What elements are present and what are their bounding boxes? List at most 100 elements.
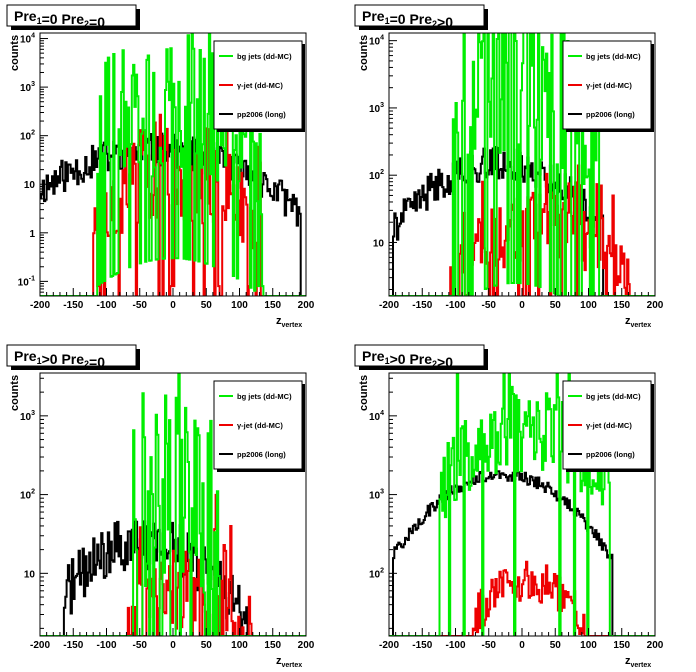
legend-label: bg jets (dd-MC) <box>586 392 641 401</box>
x-tick-label: -150 <box>63 640 83 651</box>
title-subscript: 1 <box>37 356 42 366</box>
x-tick-label: -150 <box>412 640 432 651</box>
title-subscript: 2 <box>432 359 437 369</box>
title-segment: >0 <box>437 354 453 370</box>
y-axis-label: counts <box>358 35 370 71</box>
x-tick-label: 200 <box>647 300 664 311</box>
panel-title: Pre1>0 Pre2>0 <box>354 344 488 370</box>
legend-label: pp2006 (long) <box>237 110 286 119</box>
title-segment: =0 <box>89 14 105 30</box>
x-tick-label: -100 <box>96 300 116 311</box>
y-tick-label: 104 <box>20 33 35 46</box>
x-axis-label: zvertex <box>276 315 302 329</box>
y-tick-label: 102 <box>369 169 384 182</box>
legend: bg jets (dd-MC) γ-jet (dd-MC) pp2006 (long… <box>562 380 654 472</box>
title-text: Pre1>0 Pre2=0 <box>14 348 105 370</box>
series--jet-dd-mc- <box>389 164 655 296</box>
y-axis-label: counts <box>9 35 21 71</box>
legend-label: pp2006 (long) <box>586 110 635 119</box>
panel-title: Pre1=0 Pre2>0 <box>354 4 488 30</box>
legend-label: pp2006 (long) <box>586 450 635 459</box>
x-tick-label: 50 <box>550 300 562 311</box>
title-text: Pre1=0 Pre2>0 <box>362 8 453 30</box>
y-axis-label: counts <box>358 375 370 411</box>
y-tick-label: 10-1 <box>18 275 35 288</box>
y-tick-label: 103 <box>369 102 384 115</box>
legend-label: γ-jet (dd-MC) <box>237 81 283 90</box>
legend-label: bg jets (dd-MC) <box>237 392 292 401</box>
x-axis-label: zvertex <box>625 315 651 329</box>
x-tick-label: 0 <box>170 300 176 311</box>
series-bg-jets-dd-mc- <box>389 373 655 636</box>
title-segment: Pre <box>362 8 385 24</box>
x-tick-label: 0 <box>519 640 525 651</box>
x-tick-label: -50 <box>133 640 148 651</box>
legend-label: bg jets (dd-MC) <box>237 52 292 61</box>
title-segment: >0 Pre <box>42 351 85 367</box>
title-subscript: 1 <box>385 356 390 366</box>
y-tick-label: 103 <box>369 489 384 502</box>
legend-label: bg jets (dd-MC) <box>586 52 641 61</box>
x-tick-label: 200 <box>298 300 315 311</box>
x-tick-label: 0 <box>170 640 176 651</box>
title-box <box>354 4 485 27</box>
title-subscript: 1 <box>385 16 390 26</box>
title-text: Pre1=0 Pre2=0 <box>14 8 105 30</box>
x-tick-label: 100 <box>580 640 597 651</box>
title-box <box>6 344 137 367</box>
series-bg-jets-dd-mc- <box>40 373 306 636</box>
title-subscript: 2 <box>84 19 89 29</box>
panel-title: Pre1>0 Pre2=0 <box>6 344 140 370</box>
x-tick-label: -200 <box>379 640 399 651</box>
y-tick-label: 10 <box>24 569 36 580</box>
legend: bg jets (dd-MC) γ-jet (dd-MC) pp2006 (long… <box>213 380 305 472</box>
x-tick-label: 100 <box>580 300 597 311</box>
x-tick-label: -100 <box>445 640 465 651</box>
y-tick-label: 10 <box>373 238 385 249</box>
x-tick-label: -150 <box>63 300 83 311</box>
legend-label: γ-jet (dd-MC) <box>586 81 632 90</box>
x-tick-label: 50 <box>550 640 562 651</box>
x-tick-label: -200 <box>30 300 50 311</box>
legend: bg jets (dd-MC) γ-jet (dd-MC) pp2006 (long… <box>562 40 654 132</box>
x-tick-label: 150 <box>613 300 630 311</box>
y-tick-label: 103 <box>20 410 35 423</box>
x-tick-label: 0 <box>519 300 525 311</box>
x-axis-label: zvertex <box>276 655 302 669</box>
title-segment: >0 Pre <box>390 351 433 367</box>
title-box <box>6 4 137 27</box>
legend-label: γ-jet (dd-MC) <box>237 421 283 430</box>
legend-label: pp2006 (long) <box>237 450 286 459</box>
x-tick-label: 100 <box>231 300 248 311</box>
y-tick-label: 10 <box>24 180 36 191</box>
x-tick-label: -100 <box>445 300 465 311</box>
x-axis-label: zvertex <box>625 655 651 669</box>
x-tick-label: -50 <box>482 640 497 651</box>
y-tick-label: 1 <box>29 229 35 240</box>
y-tick-label: 103 <box>20 81 35 94</box>
y-tick-label: 104 <box>369 35 384 48</box>
panel-3: Pre1>0 Pre2=0 -200 -150 -100 -50 0 50 100 150 200… <box>6 344 315 669</box>
title-segment: =0 Pre <box>42 11 85 27</box>
panel-1: Pre1=0 Pre2=0-200 -150 -100 -50 0 50 100 150 200… <box>6 4 315 329</box>
x-tick-label: -200 <box>379 300 399 311</box>
y-tick-label: 102 <box>20 130 35 143</box>
title-segment: =0 <box>89 354 105 370</box>
x-tick-label: -150 <box>412 300 432 311</box>
series-bg-jets-dd-mc- <box>389 33 655 296</box>
x-tick-label: -200 <box>30 640 50 651</box>
title-segment: >0 <box>437 14 453 30</box>
legend: bg jets (dd-MC) γ-jet (dd-MC) pp2006 (long… <box>213 40 305 132</box>
title-segment: Pre <box>14 348 37 364</box>
y-tick-label: 104 <box>369 410 384 423</box>
title-text: Pre1>0 Pre2>0 <box>362 348 453 370</box>
title-subscript: 2 <box>84 359 89 369</box>
series--jet-dd-mc- <box>389 560 655 636</box>
y-tick-label: 102 <box>20 489 35 502</box>
y-axis-label: counts <box>9 375 21 411</box>
x-tick-label: 200 <box>647 640 664 651</box>
y-tick-label: 102 <box>369 567 384 580</box>
x-tick-label: 150 <box>264 640 281 651</box>
x-tick-label: 50 <box>201 300 213 311</box>
